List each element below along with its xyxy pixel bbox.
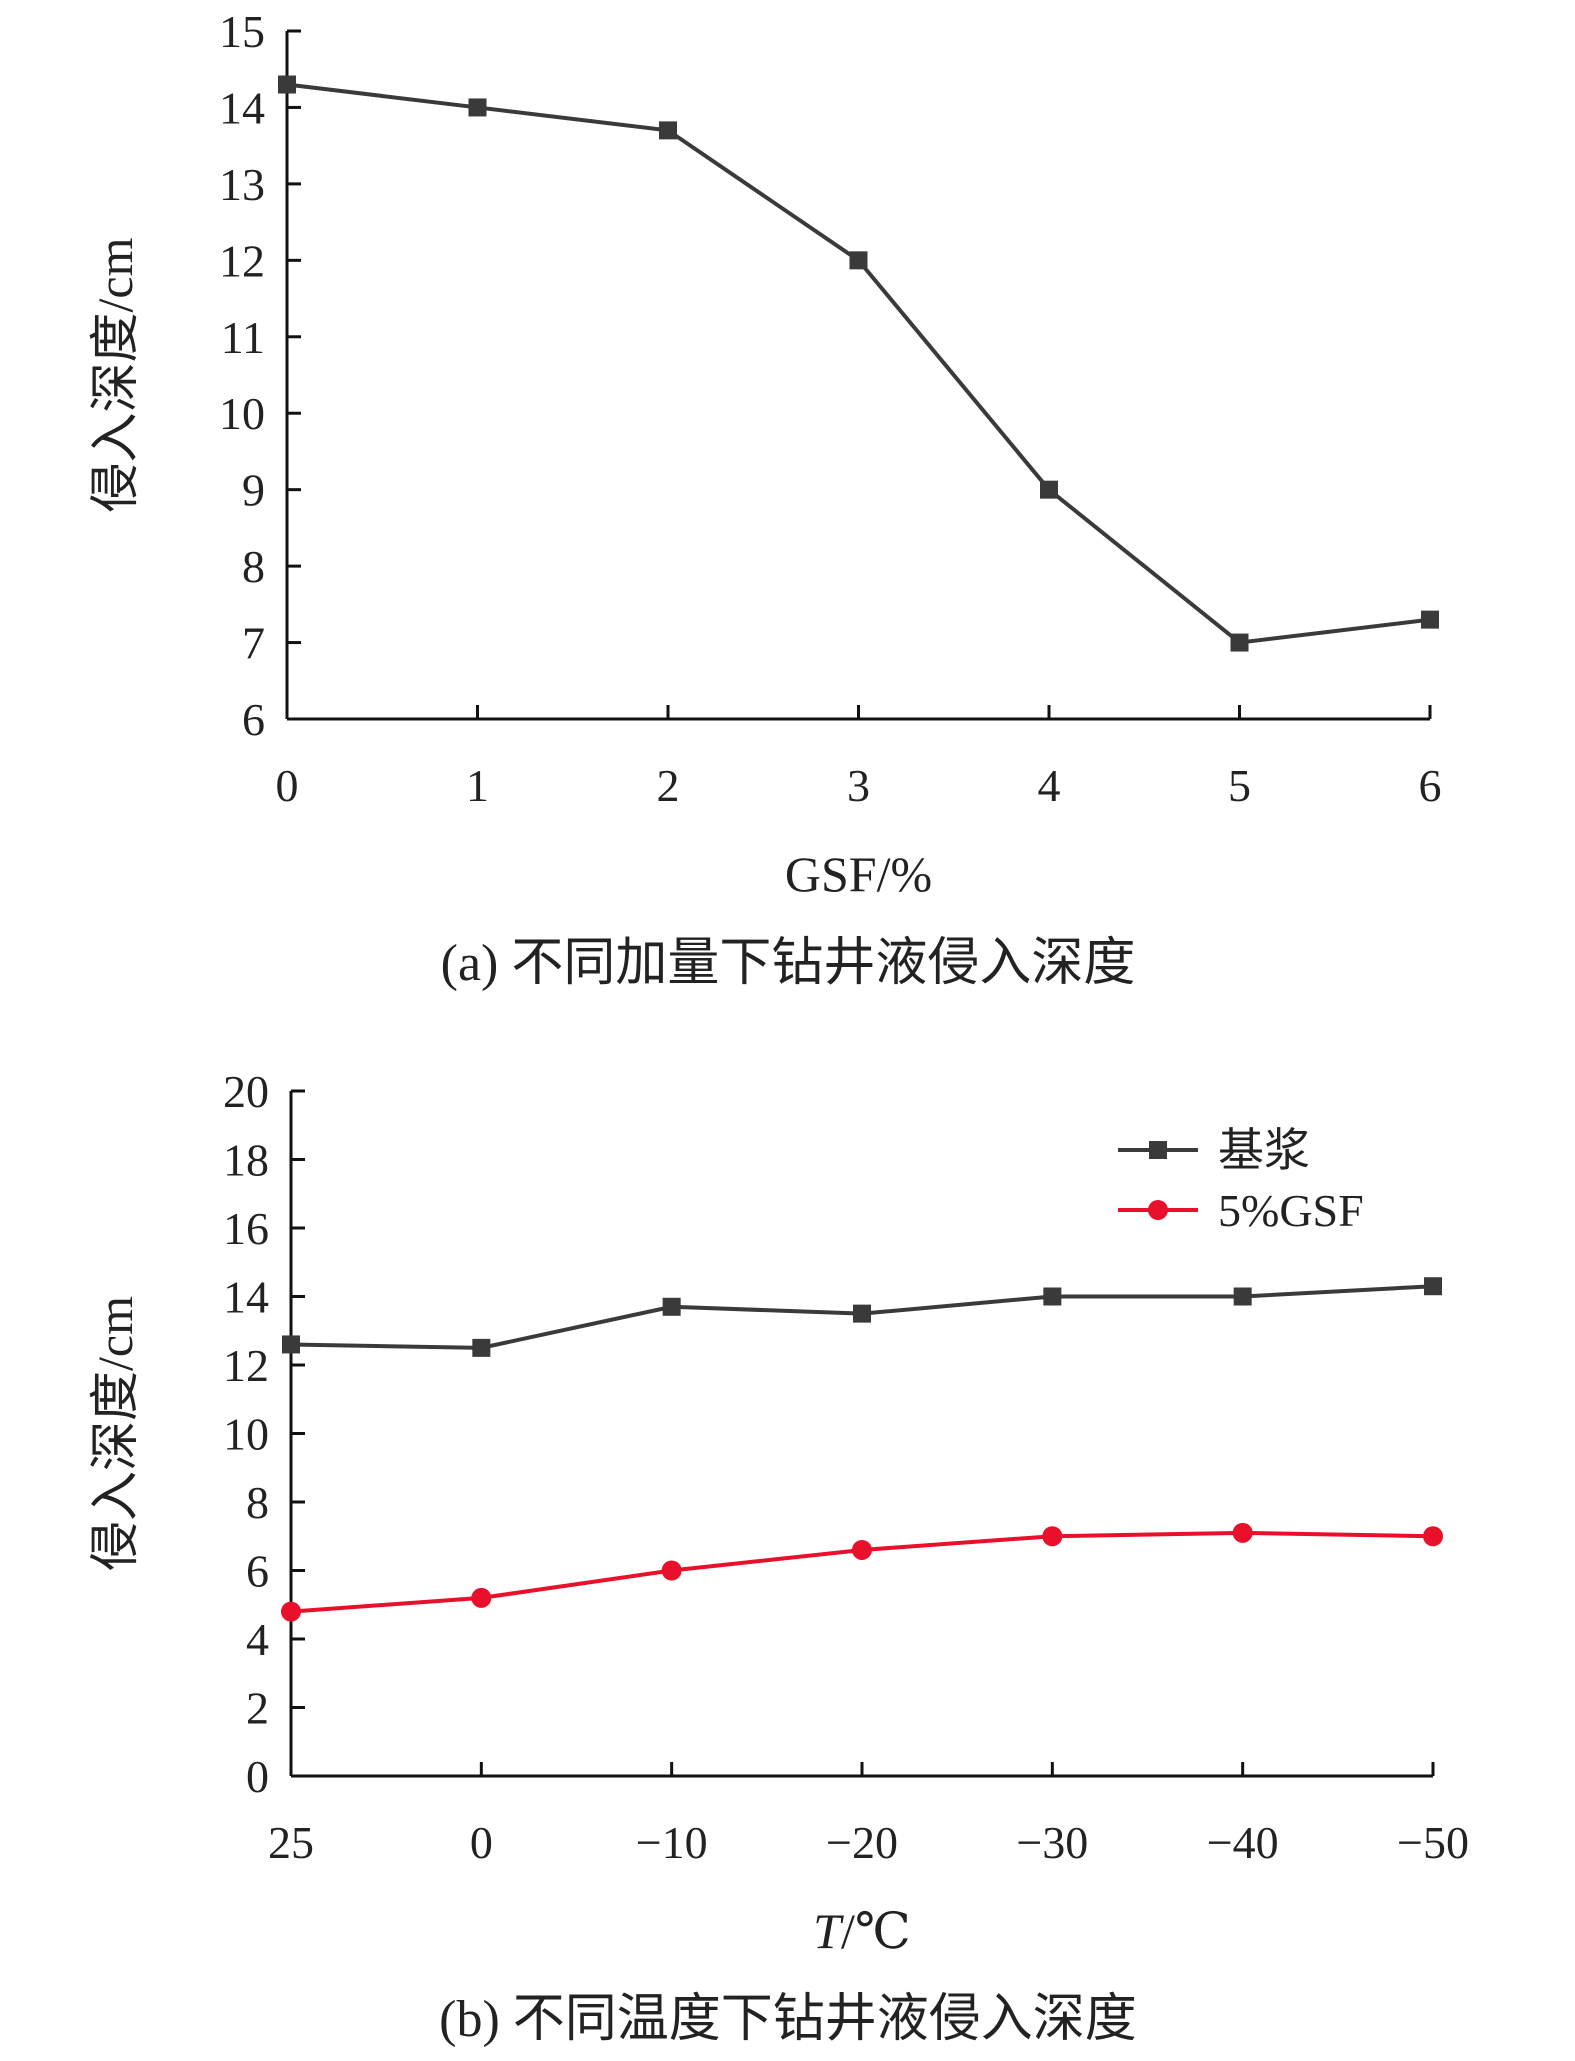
chart-b-series-1-point	[281, 1601, 301, 1622]
chart-a-y-tick-label: 10	[219, 388, 265, 439]
chart-b-series-1-point	[661, 1560, 682, 1581]
chart-b-x-tick-label: −30	[1016, 1817, 1088, 1868]
chart-a-series-0-point	[1421, 610, 1439, 629]
chart-b-legend-label-1: 5%GSF	[1218, 1185, 1364, 1236]
chart-b-series-1-point	[1042, 1526, 1063, 1547]
chart-b-y-tick-label: 4	[246, 1614, 269, 1665]
chart-b-legend-marker-1	[1148, 1200, 1168, 1220]
chart-a-x-tick-label: 2	[657, 760, 680, 811]
chart-a-x-axis-title: GSF/%	[785, 846, 932, 902]
chart-b-y-axis-title: 侵入深度/cm	[87, 1296, 143, 1571]
chart-a-series-0-point	[849, 251, 868, 270]
chart-b-series-0-point	[853, 1304, 871, 1323]
chart-b-y-tick-label: 2	[246, 1683, 269, 1734]
chart-b-series-1-point	[1232, 1522, 1253, 1543]
chart-b-y-tick-label: 14	[223, 1272, 269, 1323]
chart-a-series-0-point	[278, 75, 296, 94]
chart-b-y-tick-label: 16	[223, 1203, 269, 1254]
chart-a-x-tick-label: 1	[466, 760, 489, 811]
chart-b-x-axis-title: T/℃	[813, 1903, 911, 1959]
chart-a-series-0-point	[659, 121, 677, 140]
chart-b-y-tick-label: 18	[223, 1135, 269, 1186]
chart-b-x-tick-label: −20	[826, 1817, 898, 1868]
chart-b-series-1-point	[852, 1539, 872, 1560]
chart-b-x-tick-label: −40	[1207, 1817, 1279, 1868]
chart-b-y-tick-label: 12	[223, 1340, 269, 1391]
chart-b-series-1-point	[1423, 1526, 1443, 1547]
chart-b-y-tick-label: 6	[246, 1546, 269, 1597]
caption-b: (b) 不同温度下钻井液侵入深度	[439, 1991, 1137, 2048]
chart-a-x-tick-label: 6	[1419, 760, 1442, 811]
chart-a-y-tick-label: 8	[242, 541, 265, 592]
chart-a-y-tick-label: 12	[219, 235, 265, 286]
chart-a-y-tick-label: 6	[242, 694, 265, 745]
chart-b-series-0-point	[1424, 1277, 1442, 1296]
chart-b-series-0-point	[662, 1297, 681, 1316]
chart-b-series-0-point	[282, 1335, 300, 1354]
chart-a-x-tick-label: 0	[276, 760, 299, 811]
chart-a-y-tick-label: 13	[219, 159, 265, 210]
chart-b-series-1-point	[471, 1587, 492, 1608]
chart-b-series-0-point	[1043, 1287, 1062, 1306]
chart-a-series-0-point	[1040, 480, 1058, 499]
chart-b-y-tick-label: 10	[223, 1409, 269, 1460]
chart-a-y-axis-title: 侵入深度/cm	[87, 237, 143, 512]
chart-a-series-0-point	[468, 98, 487, 117]
caption-a: (a) 不同加量下钻井液侵入深度	[441, 935, 1136, 992]
chart-b-y-tick-label: 20	[223, 1066, 269, 1117]
chart-b-series-0-point	[472, 1338, 491, 1357]
chart-a-y-tick-label: 9	[242, 465, 265, 516]
chart-a-series-0-point	[1230, 633, 1249, 652]
chart-a-x-tick-label: 3	[847, 760, 870, 811]
chart-a-y-tick-label: 15	[219, 6, 265, 57]
chart-b-x-tick-label: −50	[1397, 1817, 1469, 1868]
chart-b-y-tick-label: 0	[246, 1751, 269, 1802]
chart-a-x-tick-label: 4	[1038, 760, 1061, 811]
chart-b-y-tick-label: 8	[246, 1477, 269, 1528]
chart-b-x-tick-label: 0	[470, 1817, 493, 1868]
chart-a-y-tick-label: 14	[219, 82, 265, 133]
chart-a-y-tick-label: 11	[221, 312, 265, 363]
chart-a-y-tick-label: 7	[242, 618, 265, 669]
chart-b-legend-marker-0	[1149, 1141, 1167, 1159]
chart-b-legend-label-0: 基浆	[1218, 1125, 1310, 1176]
chart-b-series-0-point	[1233, 1287, 1252, 1306]
chart-b-depth-vs-temperature: 0 2 4 6 8 10 12 14 16 18 20 25 0 −10 −20 −30 −40 −50 侵入深度/…	[87, 1066, 1469, 1959]
chart-b-x-tick-label: −10	[636, 1817, 708, 1868]
chart-a-x-tick-label: 5	[1228, 760, 1251, 811]
chart-b-x-tick-label: 25	[268, 1817, 314, 1868]
chart-a-series-0-line	[286, 82, 1431, 645]
